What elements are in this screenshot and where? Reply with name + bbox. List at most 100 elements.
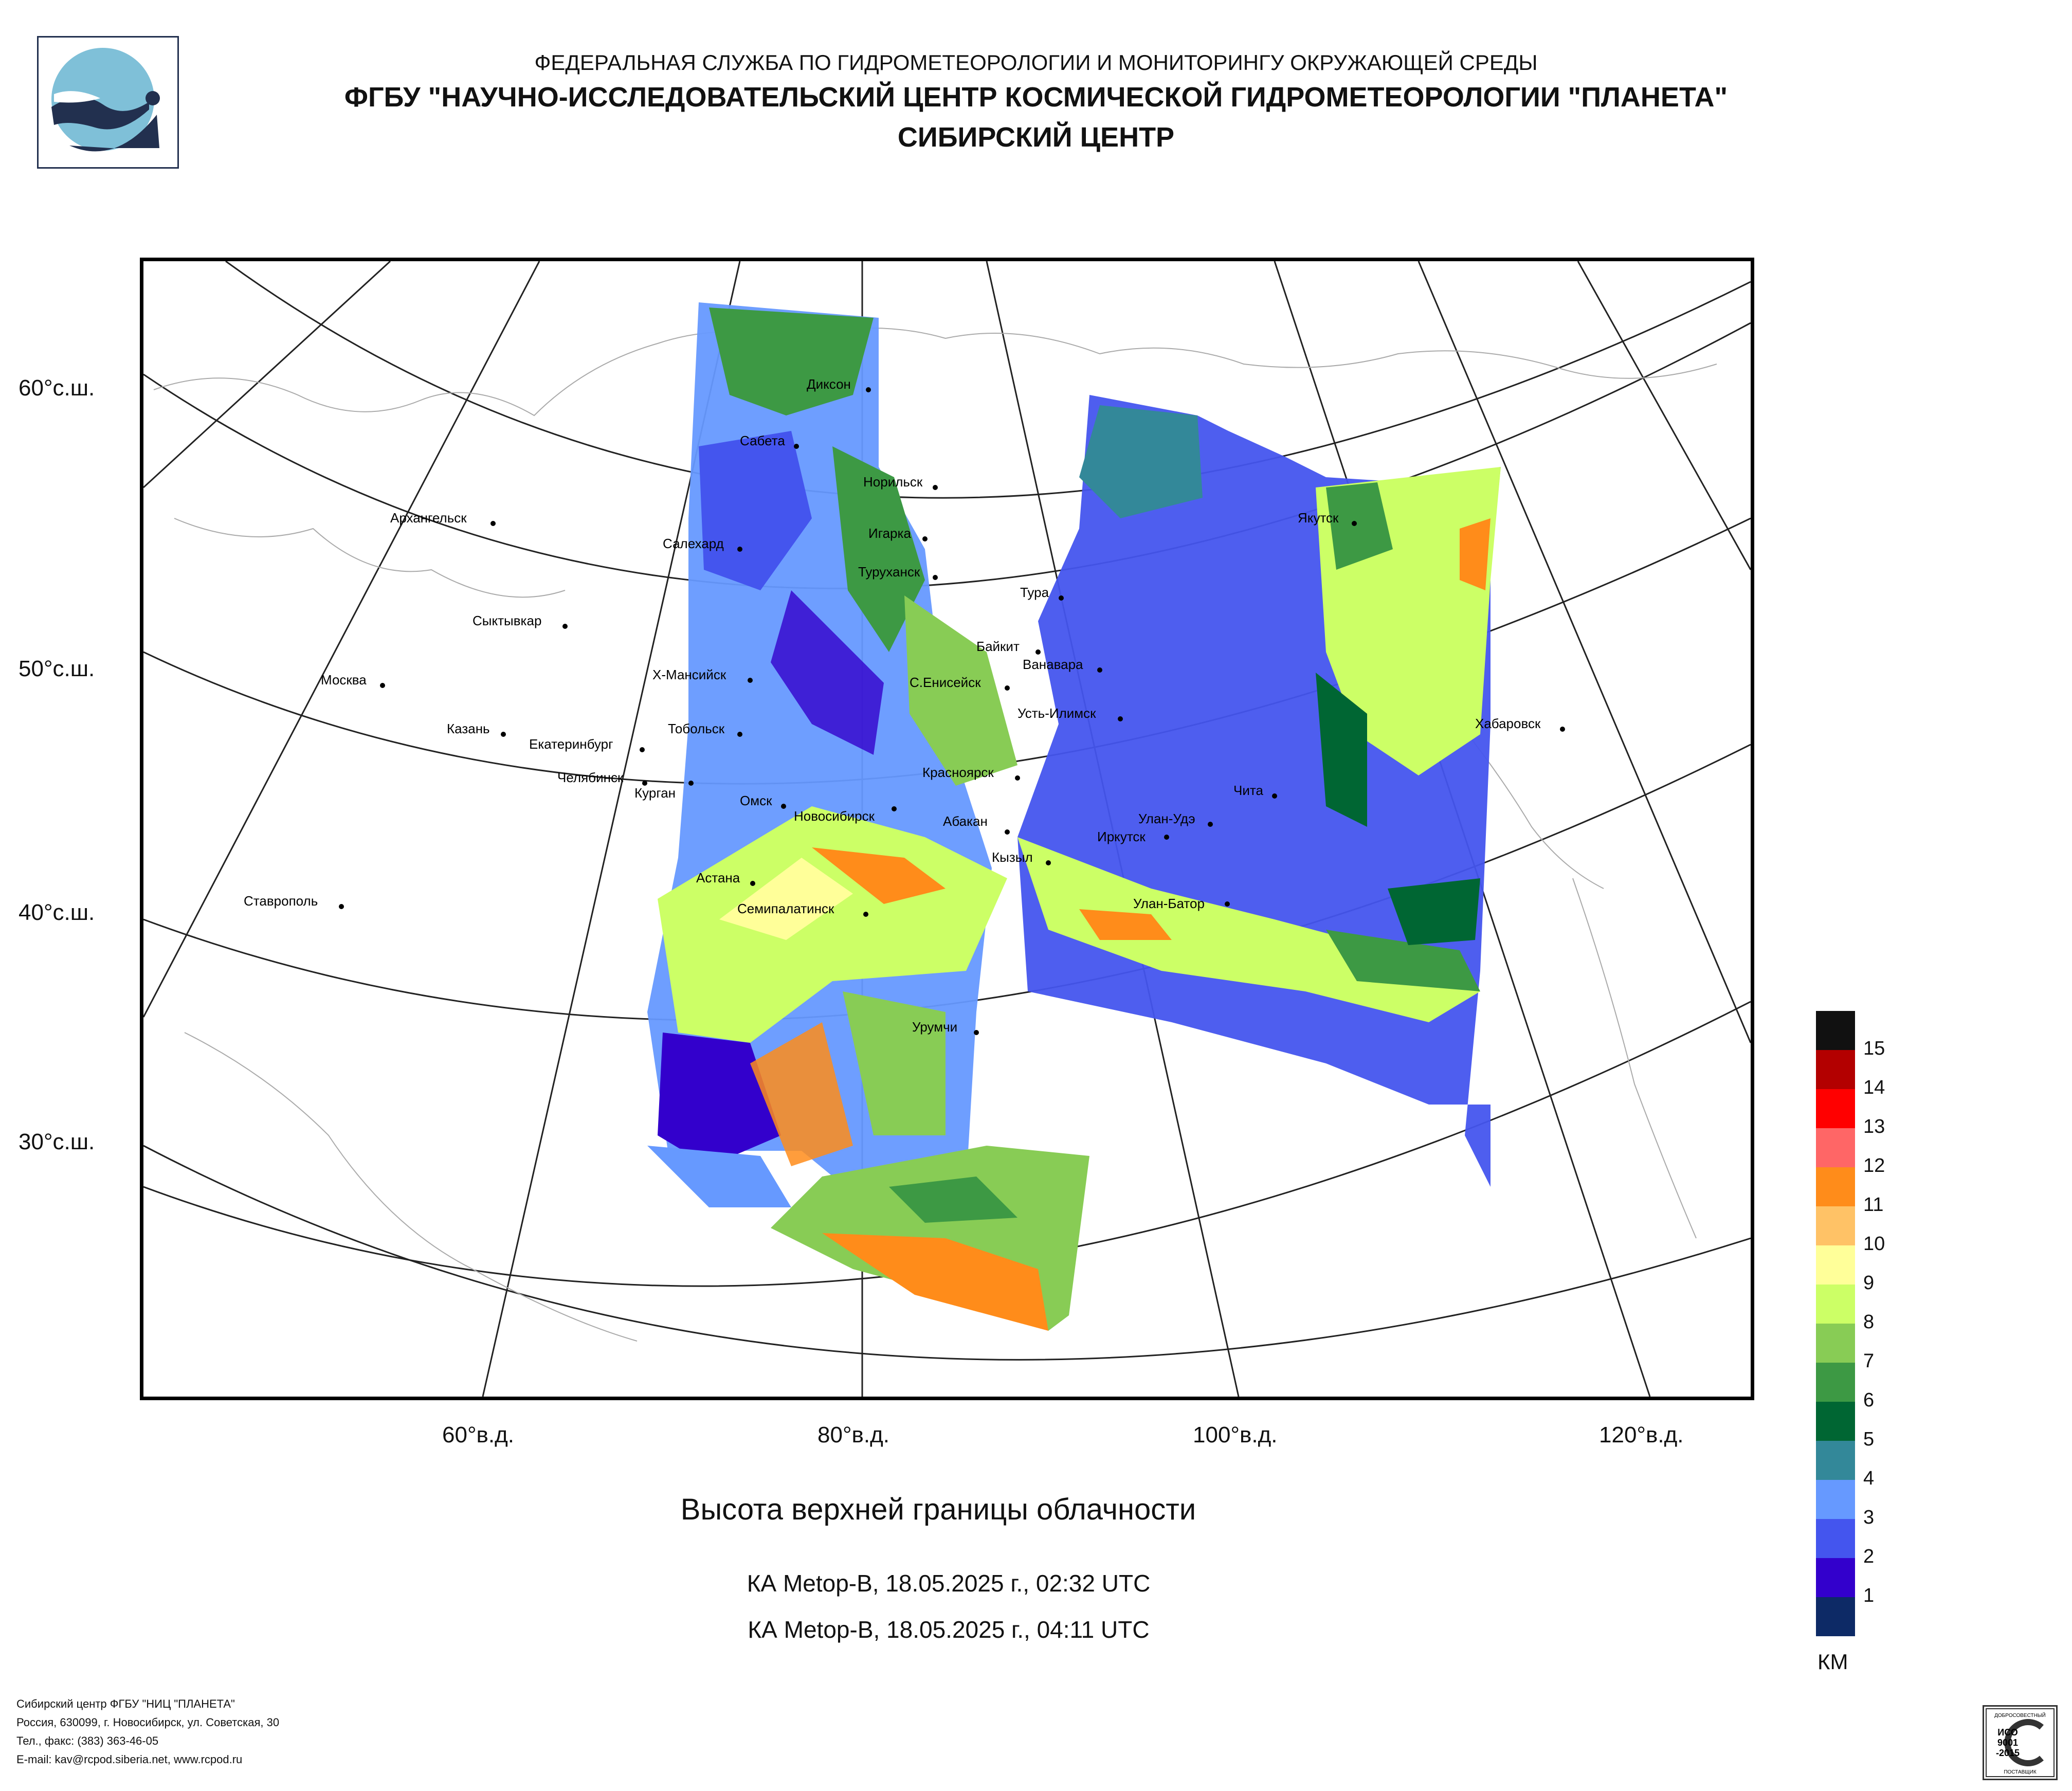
city-baykit: Байкит bbox=[976, 639, 1041, 655]
legend-value: 13 bbox=[1863, 1116, 1885, 1137]
city-s-eniseysk: С.Енисейск bbox=[910, 675, 1010, 691]
lat-label-30: 30°с.ш. bbox=[19, 1129, 95, 1154]
legend-value: 7 bbox=[1863, 1350, 1875, 1372]
city-label: Москва bbox=[321, 672, 367, 688]
city-label: Сыктывкар bbox=[472, 613, 541, 628]
city-igarka: Игарка bbox=[868, 526, 928, 541]
city-label: Абакан bbox=[943, 813, 988, 829]
legend-swatch bbox=[1816, 1128, 1855, 1167]
city-irkutsk: Иркутск bbox=[1097, 829, 1169, 844]
city-label: Красноярск bbox=[922, 765, 994, 780]
city-urumqi: Урумчи bbox=[912, 1019, 979, 1035]
legend-swatch bbox=[1816, 1363, 1855, 1402]
city-norilsk: Норильск bbox=[863, 474, 938, 490]
city-label: Салехард bbox=[663, 536, 724, 551]
lon-label-100: 100°в.д. bbox=[1193, 1422, 1278, 1448]
legend-swatch bbox=[1816, 1167, 1855, 1206]
footer-line: Россия, 630099, г. Новосибирск, ул. Сове… bbox=[16, 1716, 280, 1729]
city-dikson: Диксон bbox=[807, 376, 871, 392]
city-omsk: Омск bbox=[740, 793, 786, 809]
city-moscow: Москва bbox=[321, 672, 385, 688]
legend-value: 2 bbox=[1863, 1546, 1875, 1567]
agency-name: ФЕДЕРАЛЬНАЯ СЛУЖБА ПО ГИДРОМЕТЕОРОЛОГИИ … bbox=[534, 50, 1538, 75]
city-kurgan: Курган bbox=[634, 781, 694, 801]
city-tura: Тура bbox=[1020, 585, 1064, 601]
lat-label-50: 50°с.ш. bbox=[19, 656, 95, 681]
city-krasnoyarsk: Красноярск bbox=[922, 765, 1020, 781]
footer-line: E-mail: kav@rcpod.siberia.net, www.rcpod… bbox=[16, 1753, 243, 1766]
legend-swatch bbox=[1816, 1402, 1855, 1441]
city-label: Новосибирск bbox=[794, 808, 875, 824]
lon-label-60: 60°в.д. bbox=[442, 1422, 515, 1448]
footer-line: Сибирский центр ФГБУ "НИЦ "ПЛАНЕТА" bbox=[16, 1697, 235, 1710]
iso-year: -2015 bbox=[1996, 1748, 2020, 1758]
organization-name: ФГБУ "НАУЧНО-ИССЛЕДОВАТЕЛЬСКИЙ ЦЕНТР КОС… bbox=[344, 82, 1728, 113]
legend-value: 4 bbox=[1863, 1468, 1875, 1489]
cloud-swath-south bbox=[647, 1146, 1089, 1331]
city-label: С.Енисейск bbox=[910, 675, 981, 690]
city-yakutsk: Якутск bbox=[1298, 510, 1357, 526]
city-chita: Чита bbox=[1233, 783, 1277, 799]
footer-contacts: Сибирский центр ФГБУ "НИЦ "ПЛАНЕТА" Росс… bbox=[16, 1695, 279, 1769]
iso-certification-badge: ДОБРОСОВЕСТНЫЙ ИСО 9001 -2015 ПОСТАВЩИК bbox=[1983, 1705, 2058, 1780]
city-label: Кызыл bbox=[992, 849, 1033, 865]
city-stavropol: Ставрополь bbox=[244, 893, 344, 909]
map-title: Высота верхней границы облачности bbox=[680, 1493, 1196, 1526]
city-label: Улан-Батор bbox=[1133, 896, 1205, 911]
map-canvas: Диксон Сабета Норильск Архангельск Игарк… bbox=[142, 260, 1752, 1397]
legend-unit: КМ bbox=[1817, 1650, 1848, 1674]
city-label: Екатеринбург bbox=[529, 736, 613, 752]
city-semipalatinsk: Семипалатинск bbox=[737, 901, 868, 917]
legend-swatch bbox=[1816, 1011, 1855, 1050]
legend-swatch bbox=[1816, 1441, 1855, 1480]
city-label: Сабета bbox=[740, 433, 785, 448]
legend-value: 6 bbox=[1863, 1389, 1875, 1411]
legend-swatch bbox=[1816, 1519, 1855, 1558]
iso-top-text: ДОБРОСОВЕСТНЫЙ bbox=[1994, 1712, 2046, 1718]
city-label: Челябинск bbox=[557, 770, 624, 785]
agency-logo bbox=[37, 36, 179, 169]
legend-swatch bbox=[1816, 1206, 1855, 1245]
city-yekaterinburg: Екатеринбург bbox=[529, 736, 645, 752]
city-label: Курган bbox=[634, 785, 676, 801]
city-label: Чита bbox=[1233, 783, 1263, 798]
city-ulan-bator: Улан-Батор bbox=[1133, 896, 1230, 911]
city-label: Игарка bbox=[868, 526, 911, 541]
lon-label-80: 80°в.д. bbox=[817, 1422, 890, 1448]
legend-value: 3 bbox=[1863, 1507, 1875, 1528]
legend-swatch bbox=[1816, 1324, 1855, 1363]
satellite-pass-1: КА Metop-B, 18.05.2025 г., 02:32 UTC bbox=[747, 1570, 1151, 1597]
lon-label-120: 120°в.д. bbox=[1599, 1422, 1684, 1448]
lat-label-40: 40°с.ш. bbox=[19, 900, 95, 925]
color-legend: 15 14 13 12 11 10 9 8 7 6 5 4 3 2 1 bbox=[1816, 1011, 1950, 1674]
legend-swatch bbox=[1816, 1285, 1855, 1324]
city-arkhangelsk: Архангельск bbox=[390, 510, 496, 526]
lat-label-60: 60°с.ш. bbox=[19, 375, 95, 401]
city-label: Якутск bbox=[1298, 510, 1339, 526]
city-label: Хабаровск bbox=[1475, 716, 1541, 731]
legend-value: 12 bbox=[1863, 1155, 1885, 1177]
city-label: Норильск bbox=[863, 474, 923, 490]
city-label: Ставрополь bbox=[244, 893, 318, 909]
city-label: Ванавара bbox=[1023, 657, 1083, 672]
city-label: Иркутск bbox=[1097, 829, 1146, 844]
iso-bottom-text: ПОСТАВЩИК bbox=[2004, 1769, 2037, 1775]
city-label: Архангельск bbox=[390, 510, 467, 526]
city-turukhansk: Туруханск bbox=[858, 564, 938, 580]
cloud-swath-west bbox=[647, 302, 1017, 1269]
city-vanavara: Ванавара bbox=[1023, 657, 1102, 673]
legend-value: 11 bbox=[1863, 1194, 1884, 1216]
city-label: Байкит bbox=[976, 639, 1020, 654]
city-label: Тура bbox=[1020, 585, 1049, 600]
city-markers: Диксон Сабета Норильск Архангельск Игарк… bbox=[244, 376, 1565, 1035]
city-label: Омск bbox=[740, 793, 772, 808]
city-kazan: Казань bbox=[447, 721, 506, 737]
city-salekhard: Салехард bbox=[663, 536, 742, 552]
cloud-swath-east bbox=[1017, 395, 1501, 1187]
city-tobolsk: Тобольск bbox=[668, 721, 742, 737]
city-label: Диксон bbox=[807, 376, 851, 392]
coastlines bbox=[153, 328, 1717, 1342]
city-label: Усть-Илимск bbox=[1017, 705, 1096, 721]
city-label: Туруханск bbox=[858, 564, 920, 580]
city-label: Улан-Удэ bbox=[1138, 811, 1195, 826]
